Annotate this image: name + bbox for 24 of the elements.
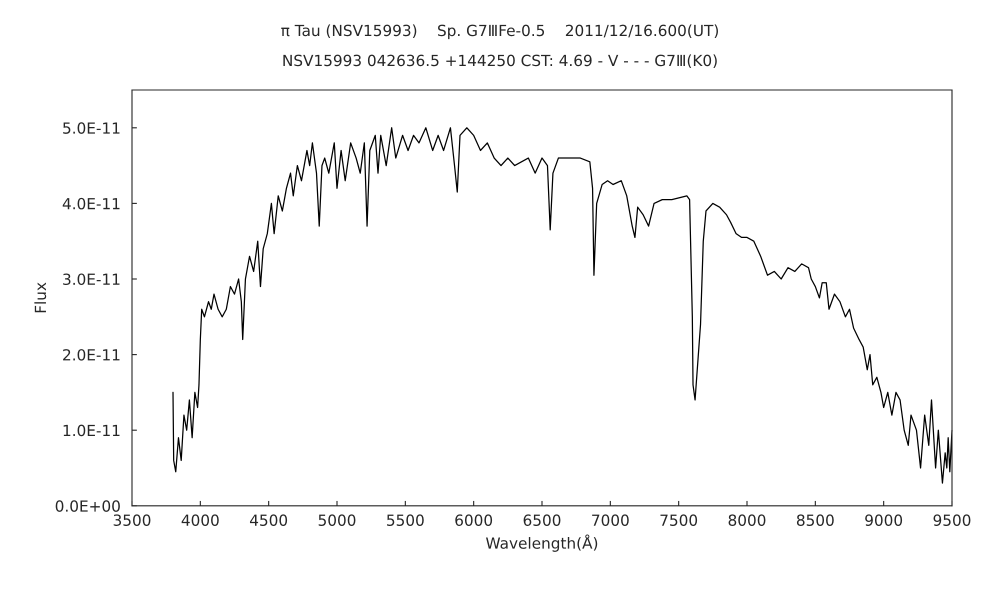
x-tick-label: 8000	[728, 514, 766, 526]
x-tick-label: 9000	[865, 514, 902, 526]
x-tick-label: 7500	[660, 514, 698, 526]
x-axis-title: Wavelength(Å)	[486, 534, 598, 552]
x-tick-label: 9500	[934, 514, 970, 526]
x-tick-label: 6000	[455, 514, 492, 526]
x-tick-label: 7000	[592, 514, 629, 526]
x-tick-label: 5500	[387, 514, 424, 526]
y-tick-label: 0.0E+00	[56, 500, 120, 512]
y-tick-label: 2.0E-11	[63, 349, 120, 361]
x-tick-label: 5000	[318, 514, 356, 526]
y-tick-label: 3.0E-11	[63, 273, 120, 286]
x-tick-label: 3500	[114, 514, 150, 526]
chart-title: π Tau (NSV15993) Sp. G7ⅢFe-0.5 2011/12/16.600(UT)	[281, 24, 718, 40]
x-tick-label: 8500	[796, 514, 834, 526]
line-series	[172, 127, 953, 484]
x-tick-label: 4000	[182, 514, 219, 526]
x-tick-label: 4500	[250, 514, 288, 526]
y-axis-title: Flux	[34, 282, 46, 312]
x-tick-label: 6500	[524, 514, 560, 526]
y-tick-label: 1.0E-11	[64, 424, 120, 436]
chart-subtitle: NSV15993 042636.5 +144250 CST: 4.69 - V - - - G7Ⅲ(K0)	[283, 54, 717, 68]
y-tick-label: 5.0E-11	[63, 122, 120, 134]
y-tick-label: 4.0E-11	[62, 198, 120, 210]
